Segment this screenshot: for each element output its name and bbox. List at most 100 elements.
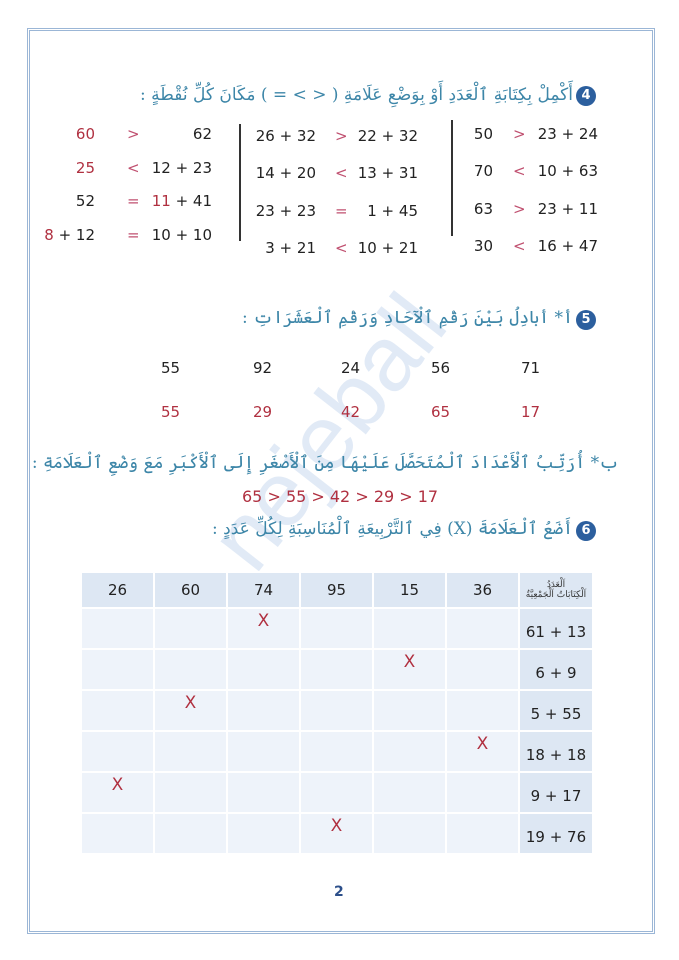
right-expression: 12 + 23 xyxy=(151,159,212,177)
swapped-number: 29 xyxy=(253,403,273,421)
comparison-sign: < xyxy=(335,164,348,182)
comparison-sign: > xyxy=(335,127,348,145)
comparison-right: 11 + 41 xyxy=(152,192,212,210)
table-cell[interactable] xyxy=(445,771,520,814)
table-cell[interactable] xyxy=(153,607,228,650)
table-cell[interactable] xyxy=(80,607,155,650)
table-cell[interactable] xyxy=(226,689,301,732)
page-number: 2 xyxy=(334,884,344,900)
table-cell[interactable]: X xyxy=(445,730,520,773)
table-cell[interactable] xyxy=(445,689,520,732)
row-label: 18 + 18 xyxy=(518,730,594,773)
comparison-left: 52 xyxy=(76,192,95,210)
right-expression: 23 + 24 xyxy=(537,125,598,143)
comparison-sign: = xyxy=(127,226,140,244)
right-expression: 10 + 10 xyxy=(151,226,212,244)
table-cell[interactable] xyxy=(372,771,447,814)
x-mark: X xyxy=(476,733,489,754)
x-mark: X xyxy=(330,815,343,836)
right-expression: 22 + 32 xyxy=(357,127,418,145)
table-cell[interactable] xyxy=(153,812,228,855)
comparison-left: 23 + 23 xyxy=(256,202,316,220)
x-mark: X xyxy=(111,774,124,795)
x-mark: X xyxy=(184,692,197,713)
comparison-left: 30 xyxy=(474,237,493,255)
table-cell[interactable] xyxy=(80,812,155,855)
table-cell[interactable] xyxy=(153,730,228,773)
table-cell[interactable] xyxy=(153,771,228,814)
comparison-left: 63 xyxy=(474,200,493,218)
exercise-5-part-a: أ* أبادِلُ بَيْنَ رَقْمِ ٱلْآحَادِ وَرَق… xyxy=(242,308,573,328)
table-cell[interactable]: X xyxy=(153,689,228,732)
left-expression: 52 xyxy=(75,192,95,210)
comparison-right: 22 + 32 xyxy=(358,127,418,145)
exercise-6-badge: 6 xyxy=(576,521,596,541)
row-label: 6 + 9 xyxy=(518,648,594,691)
comparison-left: 26 + 32 xyxy=(256,127,316,145)
table-cell[interactable] xyxy=(299,648,374,691)
comparison-left: 25 xyxy=(76,159,95,177)
exercise-4-instruction: أَكْمِلْ بِكِتَابَةِ ٱلْعَدَدِ أَوْ بِوَ… xyxy=(140,85,573,105)
table-row: X 6 + 9 xyxy=(80,648,594,691)
table-cell[interactable] xyxy=(372,607,447,650)
table-cell[interactable] xyxy=(80,648,155,691)
table-cell[interactable] xyxy=(445,607,520,650)
comparison-right: 62 xyxy=(193,125,212,143)
comparison-sign: > xyxy=(127,125,140,143)
comparison-sign: = xyxy=(127,192,140,210)
table-cell[interactable] xyxy=(299,730,374,773)
table-cell[interactable] xyxy=(226,812,301,855)
x-mark: X xyxy=(403,651,416,672)
left-expression: 70 xyxy=(473,162,493,180)
table-cell[interactable] xyxy=(153,648,228,691)
row-label: 5 + 55 xyxy=(518,689,594,732)
answer-part: 8 xyxy=(44,226,54,244)
original-number: 55 xyxy=(161,359,181,377)
table-cell[interactable] xyxy=(226,771,301,814)
page-border xyxy=(27,28,655,934)
table-cell[interactable]: X xyxy=(226,607,301,650)
table-cell[interactable] xyxy=(226,730,301,773)
table-cell[interactable] xyxy=(372,730,447,773)
exercise-4-badge: 4 xyxy=(576,86,596,106)
comparison-sign: > xyxy=(513,200,526,218)
original-number: 56 xyxy=(431,359,451,377)
table-row: X 61 + 13 xyxy=(80,607,594,650)
table-cell[interactable] xyxy=(445,812,520,855)
comparison-right: 10 + 63 xyxy=(538,162,598,180)
corner-label-top: اَلْعَدَدُ xyxy=(546,580,566,590)
table-cell[interactable] xyxy=(372,689,447,732)
comparison-sign: < xyxy=(513,162,526,180)
left-expression: 50 xyxy=(473,125,493,143)
table-cell[interactable] xyxy=(372,812,447,855)
table-cell[interactable]: X xyxy=(372,648,447,691)
comparison-right: 23 + 11 xyxy=(538,200,598,218)
table-cell[interactable] xyxy=(445,648,520,691)
table-cell[interactable] xyxy=(299,607,374,650)
table-cell[interactable] xyxy=(80,689,155,732)
table-cell[interactable]: X xyxy=(299,812,374,855)
comparison-left: 70 xyxy=(474,162,493,180)
ordering-answer: 65 > 55 > 42 > 29 > 17 xyxy=(242,487,439,506)
table-row: X 19 + 76 xyxy=(80,812,594,855)
comparison-sign: = xyxy=(335,202,348,220)
table-cell[interactable]: X xyxy=(80,771,155,814)
column-header: 36 xyxy=(445,571,520,609)
swapped-number: 42 xyxy=(341,403,361,421)
left-expression: 63 xyxy=(473,200,493,218)
table-cell[interactable] xyxy=(226,648,301,691)
column-header: 95 xyxy=(299,571,374,609)
left-expression: 25 xyxy=(75,159,95,177)
column-header: 15 xyxy=(372,571,447,609)
table-cell[interactable] xyxy=(80,730,155,773)
column-divider xyxy=(451,120,453,236)
comparison-right: 23 + 24 xyxy=(538,125,598,143)
right-expression: 10 + 21 xyxy=(357,239,418,257)
swapped-number: 65 xyxy=(431,403,451,421)
comparison-right: 12 + 23 xyxy=(152,159,212,177)
table-cell[interactable] xyxy=(299,689,374,732)
table-cell[interactable] xyxy=(299,771,374,814)
comparison-right: 1 + 45 xyxy=(367,202,418,220)
comparison-sign: > xyxy=(513,125,526,143)
